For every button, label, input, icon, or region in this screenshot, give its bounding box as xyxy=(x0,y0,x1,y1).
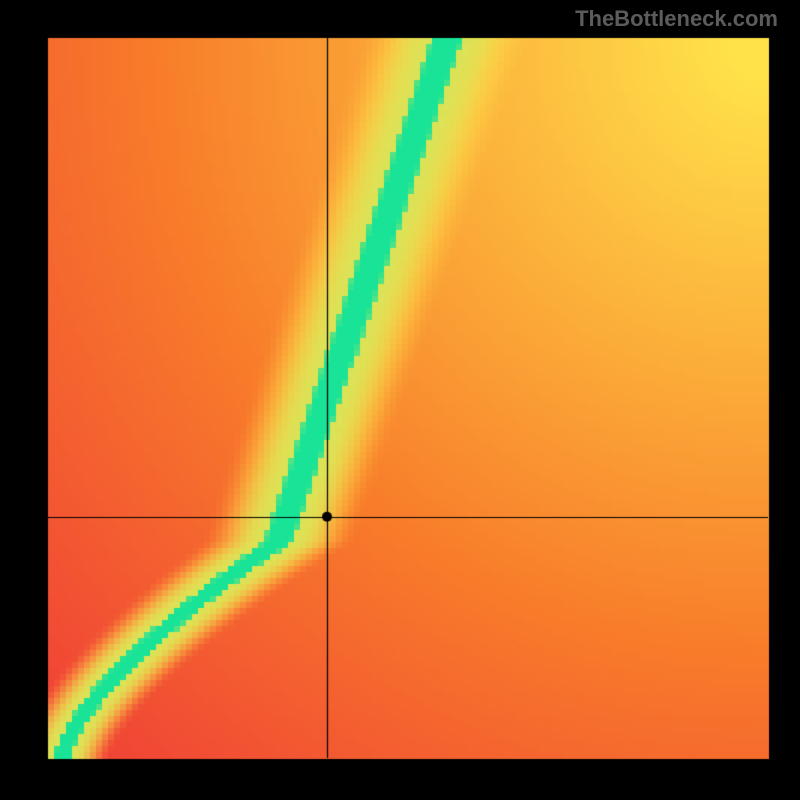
chart-container: TheBottleneck.com xyxy=(0,0,800,800)
watermark-text: TheBottleneck.com xyxy=(575,6,778,32)
bottleneck-heatmap xyxy=(0,0,800,800)
